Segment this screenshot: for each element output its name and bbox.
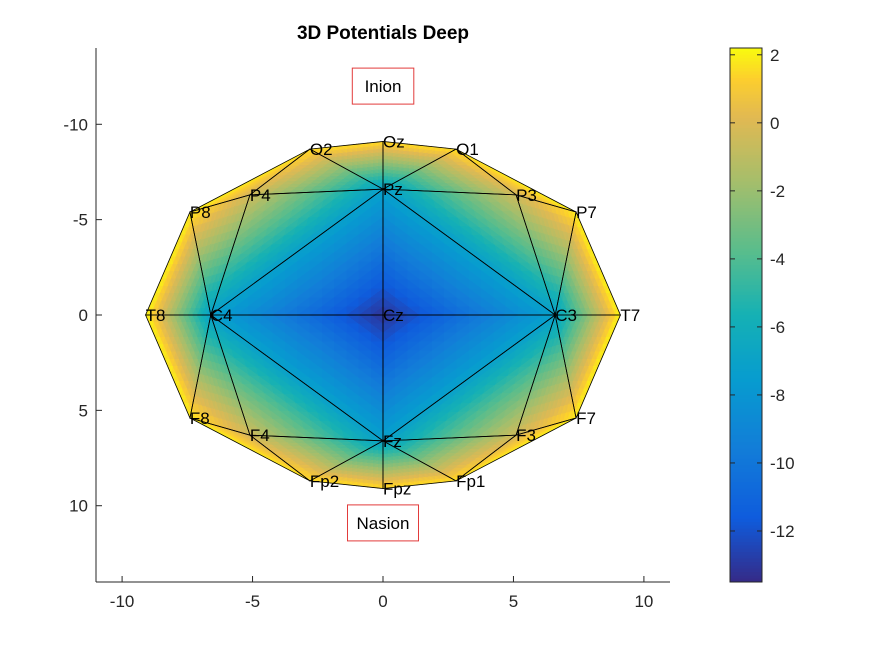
electrode-label-fp2: Fp2 bbox=[310, 472, 339, 491]
colorbar-tick-label: 0 bbox=[770, 114, 779, 133]
electrode-label-p3: P3 bbox=[516, 186, 537, 205]
electrode-label-pz: Pz bbox=[383, 180, 403, 199]
electrode-label-t8: T8 bbox=[146, 306, 166, 325]
y-tick-label: 0 bbox=[79, 306, 88, 325]
mesh-triangle bbox=[189, 417, 311, 482]
x-tick-label: 0 bbox=[378, 592, 387, 611]
electrode-label-cz: Cz bbox=[383, 306, 404, 325]
electrode-label-t7: T7 bbox=[620, 306, 640, 325]
x-tick-label: 10 bbox=[634, 592, 653, 611]
electrode-label-o2: O2 bbox=[310, 140, 333, 159]
mesh-triangle bbox=[308, 440, 384, 489]
electrode-label-c4: C4 bbox=[211, 306, 233, 325]
electrode-label-f3: F3 bbox=[516, 426, 536, 445]
y-tick-label: -5 bbox=[73, 211, 88, 230]
electrode-label-c3: C3 bbox=[555, 306, 577, 325]
x-tick-label: -5 bbox=[245, 592, 260, 611]
x-tick-label: 5 bbox=[509, 592, 518, 611]
colorbar-tick-label: -4 bbox=[770, 250, 785, 269]
axes: -10 -5 0 5 10 -10 -5 0 5 10 bbox=[63, 48, 670, 611]
plot-area bbox=[144, 141, 622, 489]
y-tick-label: -10 bbox=[63, 115, 88, 134]
colorbar-tick-label: 2 bbox=[770, 46, 779, 65]
electrode-label-fp1: Fp1 bbox=[456, 472, 485, 491]
electrode-label-o1: O1 bbox=[456, 140, 479, 159]
colorbar-tick-label: -2 bbox=[770, 182, 785, 201]
y-tick-label: 10 bbox=[69, 497, 88, 516]
electrode-label-f8: F8 bbox=[190, 409, 210, 428]
potential-surface bbox=[145, 141, 621, 489]
electrode-labels: Cz Pz Fz C3 C4 Oz O1 O2 P3 P4 P7 P8 T7 T8 F3 F4 F7 F8 Fp1 F… bbox=[146, 132, 641, 498]
colorbar-tick-label: -6 bbox=[770, 318, 785, 337]
annotation-box bbox=[351, 67, 415, 105]
colorbar-frame bbox=[729, 47, 763, 583]
colorbar-tick-label: -10 bbox=[770, 454, 795, 473]
colorbar: 2 0 -2 -4 -6 -8 -10 -12 bbox=[729, 46, 795, 583]
landmark-annotations: Inion Nasion bbox=[347, 67, 419, 542]
annotation-inion: Inion bbox=[365, 77, 402, 96]
electrode-label-f7: F7 bbox=[576, 409, 596, 428]
mesh-triangle bbox=[455, 417, 577, 482]
chart-title: 3D Potentials Deep bbox=[297, 23, 469, 44]
electrode-mesh bbox=[144, 141, 622, 489]
electrode-label-f4: F4 bbox=[250, 426, 270, 445]
electrode-label-oz: Oz bbox=[383, 132, 405, 151]
colorbar-tick-label: -12 bbox=[770, 522, 795, 541]
y-tick-label: 5 bbox=[79, 401, 88, 420]
electrode-label-fpz: Fpz bbox=[383, 480, 411, 499]
electrode-label-p4: P4 bbox=[250, 186, 271, 205]
electrode-label-fz: Fz bbox=[383, 432, 402, 451]
electrode-label-p7: P7 bbox=[576, 203, 597, 222]
x-tick-label: -10 bbox=[110, 592, 135, 611]
colorbar-tick-label: -8 bbox=[770, 386, 785, 405]
electrode-label-p8: P8 bbox=[190, 203, 211, 222]
annotation-box bbox=[347, 504, 419, 542]
annotation-nasion: Nasion bbox=[357, 514, 410, 533]
